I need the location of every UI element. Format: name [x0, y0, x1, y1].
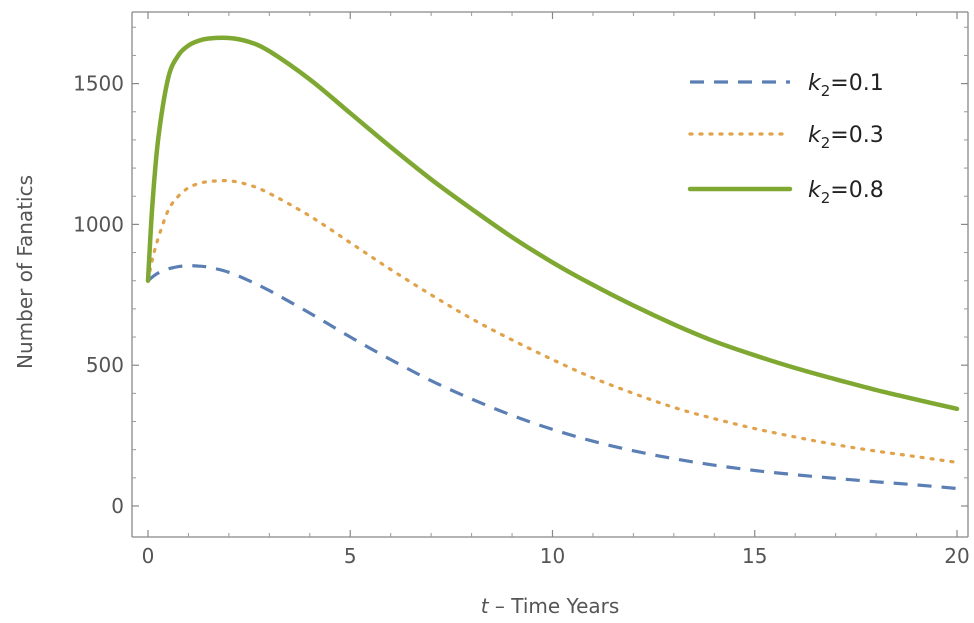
series-line-1 [147, 264, 958, 491]
y-tick-label-0: 0 [111, 494, 124, 518]
x-tick-label-10: 10 [540, 544, 565, 568]
axis-ticks: 0 5 10 15 20 0 500 1000 1500 [73, 12, 970, 568]
y-tick-label-500: 500 [86, 353, 124, 377]
legend: k2=0.1 k2=0.3 k2=0.8 [687, 71, 884, 207]
legend-label-3: k2=0.8 [808, 178, 884, 207]
x-tick-label-5: 5 [344, 544, 357, 568]
legend-label-1: k2=0.1 [808, 71, 884, 100]
x-axis-title: t – Time Years [481, 594, 620, 618]
y-axis-title: Number of Fanatics [13, 175, 37, 369]
y-tick-label-1500: 1500 [73, 72, 124, 96]
series-layer [145, 35, 960, 491]
x-axis-title-variable: t [481, 594, 490, 618]
legend-label-2: k2=0.3 [808, 123, 884, 152]
x-axis-title-text: – Time Years [489, 594, 620, 618]
x-tick-label-20: 20 [944, 544, 969, 568]
y-tick-label-1000: 1000 [73, 212, 124, 236]
x-tick-label-15: 15 [742, 544, 767, 568]
series-line-2 [146, 179, 959, 464]
x-tick-label-0: 0 [142, 544, 155, 568]
series-line-3 [145, 35, 960, 412]
